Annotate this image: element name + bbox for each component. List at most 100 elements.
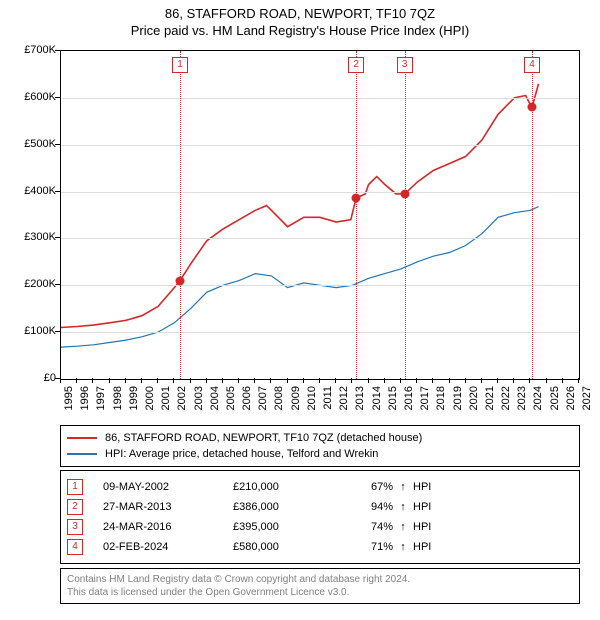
x-tick-label: 2012 [338,386,350,416]
sale-row-number: 1 [67,479,83,495]
series-property [61,84,539,328]
x-tick-label: 2011 [322,386,334,416]
sale-row-number: 2 [67,499,83,515]
x-tick [60,378,61,383]
sale-marker-dot [400,189,409,198]
sale-marker-line [356,51,357,379]
sale-price: £580,000 [233,541,343,553]
sale-row-number: 3 [67,519,83,535]
x-tick-label: 2007 [257,386,269,416]
gridline-h [61,332,579,333]
arrow-up-icon: ↑ [393,541,413,553]
y-tick [55,50,60,51]
gridline-h [61,285,579,286]
y-tick-label: £300K [6,231,56,243]
x-tick-label: 2013 [354,386,366,416]
legend-label: 86, STAFFORD ROAD, NEWPORT, TF10 7QZ (de… [105,432,422,444]
sale-pct: 74% [343,521,393,533]
sale-marker-dot [528,103,537,112]
sale-marker-line [180,51,181,379]
x-tick-label: 2021 [484,386,496,416]
x-tick [303,378,304,383]
x-tick [578,378,579,383]
legend-row: HPI: Average price, detached house, Telf… [67,446,573,462]
sale-price: £395,000 [233,521,343,533]
sales-table: 109-MAY-2002£210,00067%↑HPI227-MAR-2013£… [60,470,580,564]
x-tick-label: 2019 [452,386,464,416]
x-tick-label: 2010 [306,386,318,416]
x-tick [497,378,498,383]
sale-hpi-label: HPI [413,481,453,493]
legend-swatch [67,437,97,439]
x-tick [465,378,466,383]
x-tick-label: 2015 [387,386,399,416]
x-tick [384,378,385,383]
titles: 86, STAFFORD ROAD, NEWPORT, TF10 7QZ Pri… [0,0,600,38]
x-tick-label: 1995 [63,386,75,416]
sale-date: 27-MAR-2013 [103,501,233,513]
x-tick-label: 2008 [273,386,285,416]
sale-date: 02-FEB-2024 [103,541,233,553]
x-tick-label: 2024 [532,386,544,416]
x-tick-label: 1998 [112,386,124,416]
footer-line-1: Contains HM Land Registry data © Crown c… [67,573,573,586]
x-tick-label: 2018 [435,386,447,416]
subtitle: Price paid vs. HM Land Registry's House … [0,23,600,38]
legend: 86, STAFFORD ROAD, NEWPORT, TF10 7QZ (de… [60,425,580,467]
sale-date: 09-MAY-2002 [103,481,233,493]
sale-row: 402-FEB-2024£580,00071%↑HPI [67,537,573,557]
x-tick [109,378,110,383]
x-tick [319,378,320,383]
x-tick [254,378,255,383]
chart-container: 86, STAFFORD ROAD, NEWPORT, TF10 7QZ Pri… [0,0,600,620]
x-tick-label: 2000 [144,386,156,416]
gridline-h [61,98,579,99]
x-tick [400,378,401,383]
chart-plot-area: 1234 [60,50,580,380]
x-tick [432,378,433,383]
sale-hpi-label: HPI [413,501,453,513]
y-tick-label: £200K [6,278,56,290]
sale-price: £386,000 [233,501,343,513]
sale-hpi-label: HPI [413,521,453,533]
arrow-up-icon: ↑ [393,501,413,513]
y-tick-label: £400K [6,185,56,197]
x-tick [173,378,174,383]
y-tick [55,144,60,145]
legend-swatch [67,453,97,455]
sale-price: £210,000 [233,481,343,493]
x-tick [92,378,93,383]
sale-row-number: 4 [67,539,83,555]
x-tick-label: 2023 [516,386,528,416]
x-tick-label: 2025 [549,386,561,416]
x-tick-label: 2009 [290,386,302,416]
x-tick [562,378,563,383]
x-tick-label: 2014 [371,386,383,416]
y-tick-label: £700K [6,44,56,56]
gridline-h [61,145,579,146]
arrow-up-icon: ↑ [393,521,413,533]
x-tick [287,378,288,383]
sale-row: 109-MAY-2002£210,00067%↑HPI [67,477,573,497]
x-tick-label: 2003 [193,386,205,416]
sale-row: 3 24-MAR-2016£395,00074%↑HPI [67,517,573,537]
y-tick [55,331,60,332]
x-tick [449,378,450,383]
y-tick [55,191,60,192]
x-tick-label: 2017 [419,386,431,416]
x-tick [238,378,239,383]
series-hpi [61,207,539,348]
x-tick-label: 1997 [95,386,107,416]
y-tick [55,284,60,285]
address-title: 86, STAFFORD ROAD, NEWPORT, TF10 7QZ [0,6,600,21]
sale-marker-box: 4 [524,57,540,73]
x-tick-label: 2016 [403,386,415,416]
x-tick [190,378,191,383]
x-tick-label: 2022 [500,386,512,416]
x-tick [368,378,369,383]
x-tick [335,378,336,383]
y-tick [55,237,60,238]
sale-date: 24-MAR-2016 [103,521,233,533]
chart-lines-svg [61,51,579,379]
x-tick [125,378,126,383]
